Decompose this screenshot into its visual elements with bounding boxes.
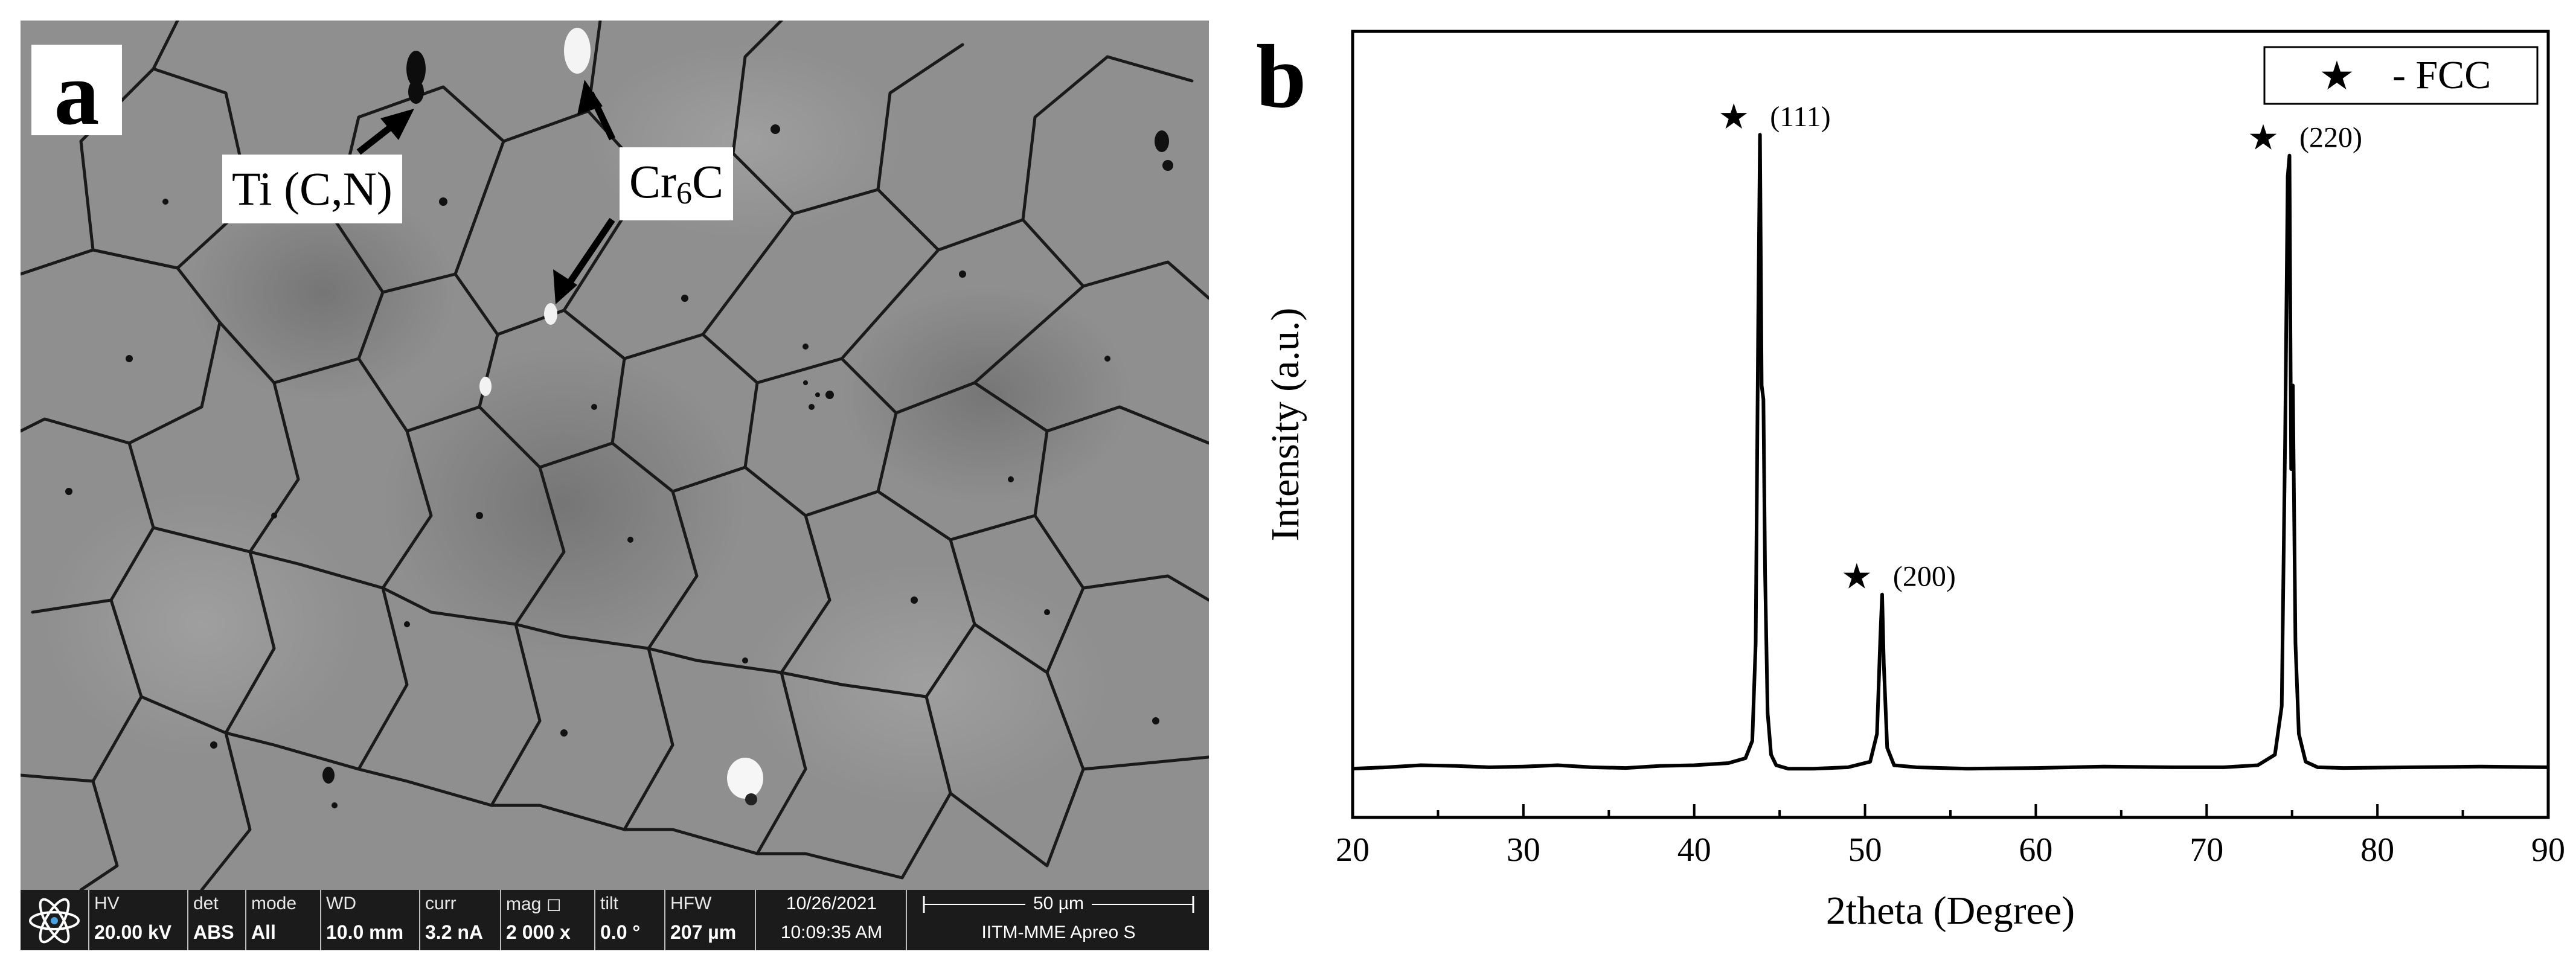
databar-hv: HV 20.00 kV <box>88 890 188 950</box>
hv-label: HV <box>94 894 120 913</box>
sem-panel: a Ti (C,N) Cr6C HV 20.00 kV det A <box>21 21 1209 950</box>
databar-det: det ABS <box>187 890 246 950</box>
instrument-name: IITM-MME Apreo S <box>981 922 1136 942</box>
databar-mode: mode All <box>245 890 321 950</box>
x-tick-label: 60 <box>2019 831 2052 869</box>
det-label: det <box>193 894 219 913</box>
callout-ti-cn: Ti (C,N) <box>222 155 402 223</box>
scale-label: 50 µm <box>1033 894 1084 913</box>
panel-a-label-box: a <box>31 45 122 139</box>
tilt-value: 0.0 ° <box>600 921 641 943</box>
databar-curr: curr 3.2 nA <box>419 890 501 950</box>
x-axis-ticks <box>1351 804 2549 817</box>
x-tick-label: 70 <box>2190 831 2223 869</box>
det-value: ABS <box>193 921 234 943</box>
x-tick-label: 90 <box>2531 831 2565 869</box>
date-text: 10/26/2021 <box>786 894 877 913</box>
curr-value: 3.2 nA <box>425 921 484 943</box>
databar-wd: WD 10.0 mm <box>320 890 420 950</box>
sem-micrograph: a Ti (C,N) Cr6C <box>21 21 1209 890</box>
x-tick-label: 20 <box>1336 831 1370 869</box>
xrd-panel: 20 30 40 50 60 70 80 90 2theta (Degree) Intensi… <box>1256 0 2576 972</box>
databar-hfw: HFW 207 µm <box>664 890 756 950</box>
peak-star-icon: ★ <box>2248 118 2279 158</box>
databar-datetime: 10/26/2021 10:09:35 AM <box>755 890 907 950</box>
sem-databar: HV 20.00 kV det ABS mode All WD 10.0 mm … <box>21 890 1209 950</box>
time-text: 10:09:35 AM <box>780 922 883 942</box>
mag-value: 2 000 x <box>506 921 571 943</box>
peak-label: (220) <box>2299 122 2362 154</box>
x-axis-tick-labels: 20 30 40 50 60 70 80 90 <box>1336 831 2565 869</box>
x-tick-label: 40 <box>1677 831 1711 869</box>
callout-cr-subscript: 6 <box>676 176 692 211</box>
panel-b-label: b <box>1256 27 1307 127</box>
databar-mag: mag ◻ 2 000 x <box>500 890 595 950</box>
curr-label: curr <box>425 894 457 913</box>
mag-label: mag ◻ <box>506 894 562 914</box>
callout-cr6c: Cr6C <box>620 147 734 220</box>
scale-bar <box>923 894 1194 915</box>
legend: ★ - FCC <box>2263 46 2539 105</box>
mode-value: All <box>251 921 276 943</box>
peak-star-icon: ★ <box>1718 97 1749 136</box>
plot-frame <box>1351 30 2550 819</box>
databar-tilt: tilt 0.0 ° <box>594 890 665 950</box>
panel-a-label: a <box>54 43 100 144</box>
hfw-label: HFW <box>670 894 712 913</box>
wd-label: WD <box>326 894 356 913</box>
atom-logo-icon <box>24 895 85 950</box>
databar-scale: 50 µm IITM-MME Apreo S <box>906 890 1210 950</box>
mode-label: mode <box>251 894 297 913</box>
xrd-series-line <box>1352 133 2549 771</box>
y-axis-label: Intensity (a.u.) <box>1263 308 1307 542</box>
micrograph-texture <box>21 21 1209 890</box>
peak-label: (111) <box>1770 101 1830 133</box>
callout-cr-text: Cr <box>629 155 676 208</box>
xrd-chart: 20 30 40 50 60 70 80 90 2theta (Degree) Intensi… <box>1263 30 2565 933</box>
x-tick-label: 50 <box>1848 831 1882 869</box>
x-tick-label: 30 <box>1507 831 1540 869</box>
x-tick-label: 80 <box>2360 831 2394 869</box>
peak-annotations: ★ (111) ★ (200) ★ (220) <box>1718 97 2362 596</box>
tilt-label: tilt <box>600 894 618 913</box>
hv-value: 20.00 kV <box>94 921 172 943</box>
legend-box <box>2263 46 2539 105</box>
peak-star-icon: ★ <box>1841 557 1873 596</box>
legend-text: - FCC <box>2392 53 2491 97</box>
legend-star-icon: ★ <box>2319 54 2354 98</box>
callout-ti-text: Ti (C,N) <box>232 162 392 215</box>
hfw-value: 207 µm <box>670 921 737 943</box>
peak-label: (200) <box>1893 561 1956 593</box>
wd-value: 10.0 mm <box>326 921 404 943</box>
callout-cr-tail: C <box>692 155 724 208</box>
x-axis-label: 2theta (Degree) <box>1826 889 2075 933</box>
